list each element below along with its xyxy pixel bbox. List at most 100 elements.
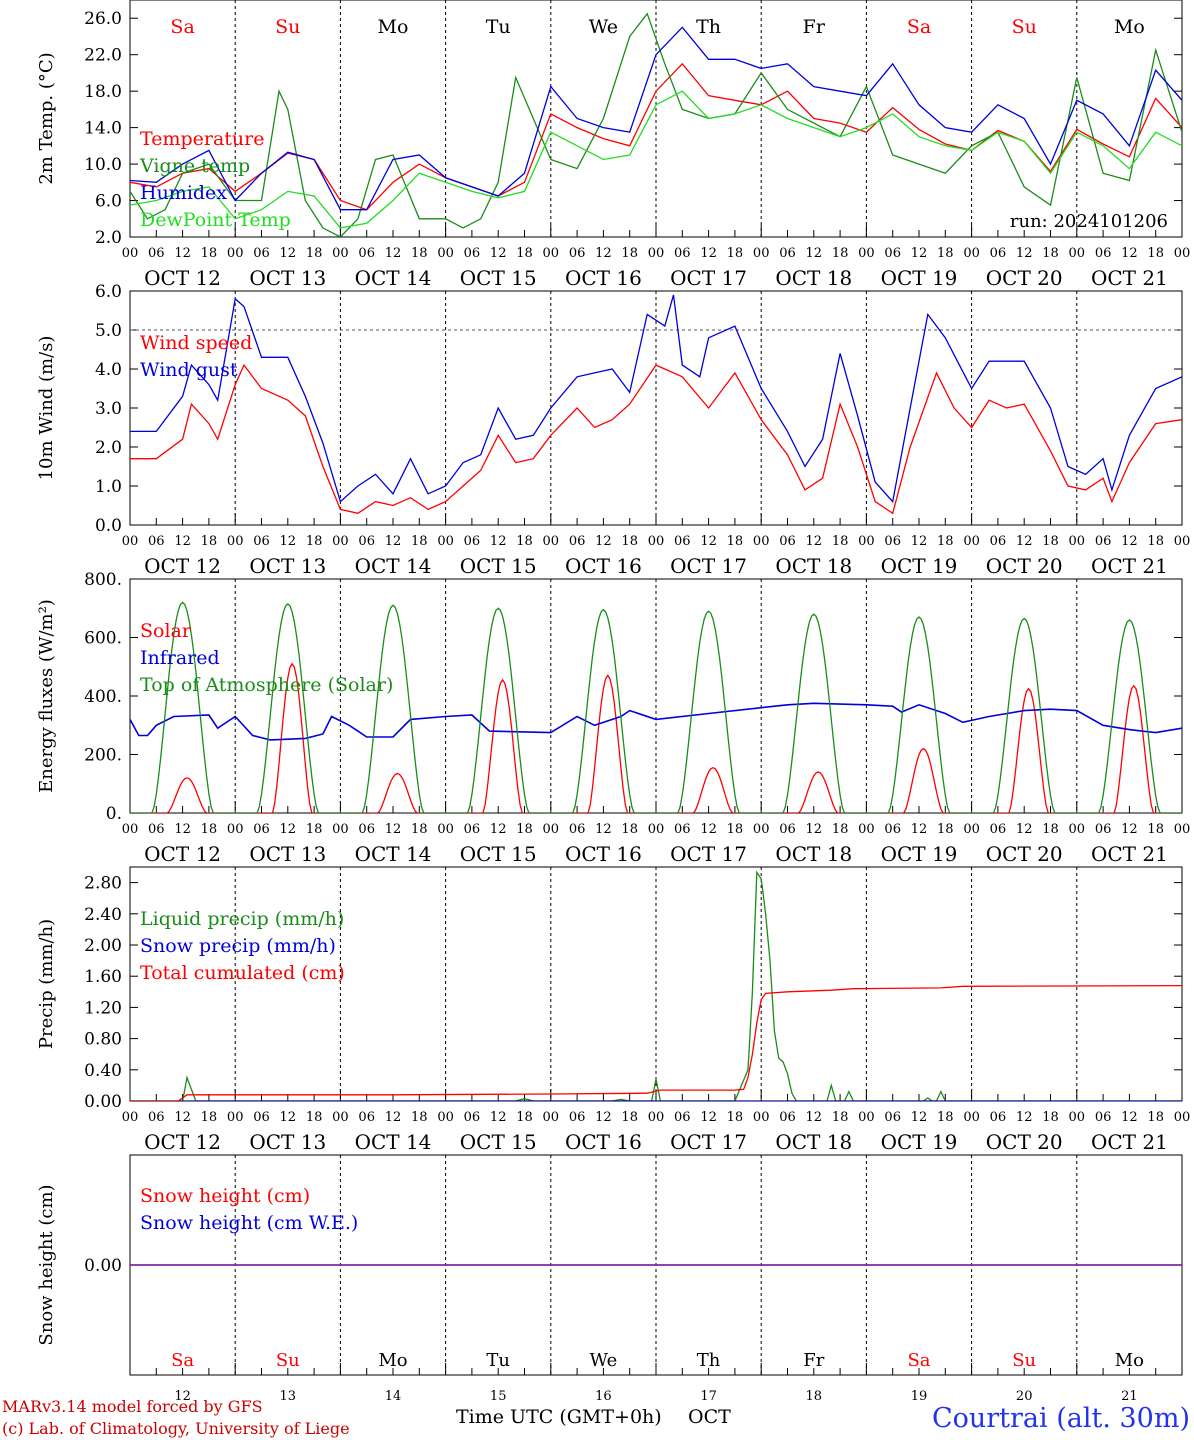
date-label: OCT 21 — [1091, 842, 1168, 866]
y-tick-label: 2.0 — [95, 228, 122, 248]
hour-label: 12 — [700, 534, 717, 549]
date-label: OCT 15 — [460, 842, 537, 866]
hour-label: 18 — [621, 246, 638, 261]
hour-label: 12 — [1121, 534, 1138, 549]
hour-label: 06 — [253, 246, 270, 261]
hour-label: 12 — [385, 822, 402, 837]
hour-label: 12 — [806, 822, 823, 837]
hour-label: 00 — [753, 1110, 770, 1125]
date-label: OCT 19 — [881, 266, 958, 290]
hour-label: 00 — [648, 534, 665, 549]
legend-snow-precip-mm-h-: Snow precip (mm/h) — [140, 935, 336, 957]
panels: 2.0 6.0 10.0 14.0 18.0 22.0 26.0 2m Temp. (°C) T… — [36, 0, 1191, 1404]
hour-label: 18 — [411, 246, 428, 261]
hour-label: 18 — [516, 822, 533, 837]
date-label: OCT 20 — [986, 266, 1063, 290]
hour-label: 18 — [937, 534, 954, 549]
legend-wind-speed: Wind speed — [140, 332, 252, 354]
panel-snow: 0.00 Snow height (cm) Snow height (cm) Snow… — [36, 1154, 1183, 1376]
day-name-bottom: Tu — [486, 1350, 510, 1371]
hour-label: 06 — [464, 246, 481, 261]
hour-label: 12 — [595, 246, 612, 261]
hour-label: 12 — [280, 534, 297, 549]
panel-precip: 0.00 0.40 0.80 1.20 1.60 2.00 2.40 2.80 Precip (… — [36, 866, 1191, 1154]
day-name-bottom: Th — [697, 1350, 721, 1371]
date-label: OCT 13 — [249, 1130, 326, 1154]
panel-energy: 0. 200. 400. 600. 800. Energy fluxes (W/m²) So… — [36, 570, 1190, 866]
hour-label: 18 — [832, 822, 849, 837]
date-label: OCT 18 — [775, 266, 852, 290]
panel-wind: 0.0 1.0 2.0 3.0 4.0 5.0 6.0 10m Wind (m/s) Wind … — [36, 282, 1191, 578]
hour-label: 18 — [832, 246, 849, 261]
series-line-solar — [130, 662, 1182, 813]
date-label: OCT 21 — [1091, 266, 1168, 290]
hour-label: 12 — [490, 246, 507, 261]
footer-model: MARv3.14 model forced by GFS — [2, 1397, 263, 1416]
hour-label: 00 — [227, 1110, 244, 1125]
y-axis-label: 2m Temp. (°C) — [36, 52, 57, 184]
hour-label: 06 — [464, 822, 481, 837]
day-name-top: Su — [1012, 16, 1037, 38]
hour-label: 06 — [990, 822, 1007, 837]
hour-label: 18 — [1147, 822, 1164, 837]
hour-label: 12 — [490, 1110, 507, 1125]
hour-label: 12 — [700, 1110, 717, 1125]
hour-label: 00 — [122, 822, 139, 837]
hour-label: 12 — [911, 1110, 928, 1125]
station-label: Courtrai (alt. 30m) — [932, 1403, 1190, 1434]
date-label: OCT 17 — [670, 842, 747, 866]
date-label: OCT 15 — [460, 266, 537, 290]
series-line-top-of-atmosphere-solar- — [130, 601, 1182, 813]
day-name-top: Tu — [486, 16, 511, 38]
hour-label: 00 — [1174, 1110, 1191, 1125]
hour-label: 12 — [280, 1110, 297, 1125]
date-label: OCT 20 — [986, 1130, 1063, 1154]
hour-label: 06 — [1095, 534, 1112, 549]
hour-label: 18 — [937, 822, 954, 837]
day-number: 12 — [174, 1389, 191, 1404]
series-line-total-cumulated-cm- — [130, 984, 1182, 1101]
hour-label: 00 — [122, 534, 139, 549]
hour-label: 00 — [1069, 246, 1086, 261]
hour-label: 00 — [648, 246, 665, 261]
day-name-bottom: Su — [276, 1350, 300, 1371]
hour-label: 06 — [148, 246, 165, 261]
hour-label: 00 — [1174, 534, 1191, 549]
hour-label: 00 — [543, 534, 560, 549]
day-number: 18 — [806, 1389, 823, 1404]
y-tick-label: 2.00 — [84, 936, 122, 956]
hour-label: 12 — [1121, 1110, 1138, 1125]
hour-label: 18 — [832, 534, 849, 549]
hour-label: 06 — [884, 534, 901, 549]
y-tick-label: 0.00 — [84, 1092, 122, 1112]
hour-label: 06 — [358, 246, 375, 261]
hour-label: 18 — [1147, 246, 1164, 261]
hour-label: 06 — [674, 246, 691, 261]
y-tick-label: 0. — [106, 804, 122, 824]
day-name-top: Sa — [170, 16, 194, 38]
hour-label: 00 — [753, 822, 770, 837]
legend-wind-gust: Wind gust — [140, 359, 238, 381]
hour-label: 06 — [674, 822, 691, 837]
footer-lab: (c) Lab. of Climatology, University of L… — [2, 1419, 350, 1438]
run-label: run: 2024101206 — [1010, 211, 1168, 232]
hour-label: 00 — [963, 1110, 980, 1125]
y-tick-label: 26.0 — [84, 9, 122, 29]
hour-label: 00 — [543, 246, 560, 261]
hour-label: 18 — [201, 822, 218, 837]
day-name-bottom: We — [590, 1350, 618, 1371]
hour-label: 00 — [1069, 1110, 1086, 1125]
hour-label: 06 — [253, 534, 270, 549]
footer-axis-title: Time UTC (GMT+0h) — [456, 1406, 662, 1428]
hour-label: 06 — [148, 1110, 165, 1125]
hour-label: 00 — [753, 246, 770, 261]
series-line-infrared — [130, 702, 1182, 741]
hour-label: 00 — [858, 246, 875, 261]
hour-label: 12 — [1121, 246, 1138, 261]
hour-label: 12 — [1016, 534, 1033, 549]
y-tick-label: 6.0 — [95, 282, 122, 302]
day-name-top: Mo — [378, 16, 409, 38]
date-label: OCT 17 — [670, 1130, 747, 1154]
hour-label: 18 — [306, 1110, 323, 1125]
y-tick-label: 600. — [84, 629, 122, 649]
